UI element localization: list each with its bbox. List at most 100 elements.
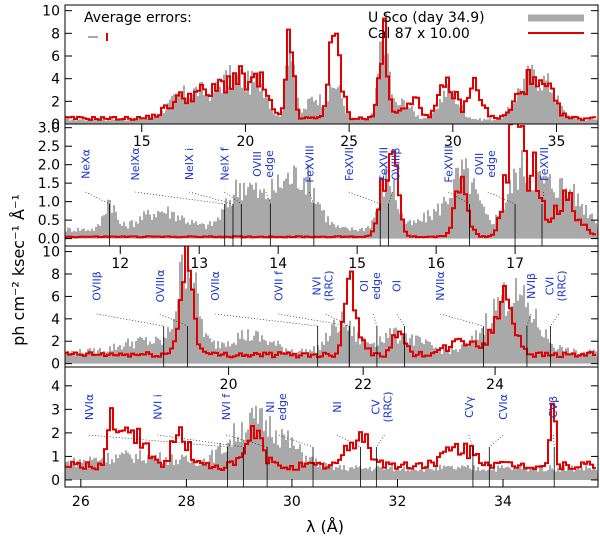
panel-1-line-label-0-row-0: NeXα: [79, 149, 92, 179]
panel-3-frame: [64, 366, 599, 488]
panel-2-line-leader-9: [550, 313, 559, 327]
panel-1-ytick-label-0: 0.0: [38, 232, 60, 248]
panel-3-toptick-label-0: 20: [220, 377, 238, 393]
panel-3-line-label-8: CVβ: [547, 396, 560, 418]
panel-2-toptick-label-3: 15: [348, 256, 366, 272]
panel-1-line-label-5: FeXVIII: [303, 145, 316, 182]
panel-1-line-label-1-row-0: NeIXα: [129, 147, 142, 180]
panel-3: NVIα NVI i NVI f NIedge NI CV(RRC) CVγ CVIα CVβ0…: [51, 366, 599, 510]
panel-3-line-label-7: CVIα: [497, 394, 510, 420]
panel-1-line-label-6-row-0: FeXVII: [343, 147, 356, 181]
panel-0-gray-spectrum: [65, 13, 598, 124]
panel-3-ytick-label-0: 0: [51, 473, 60, 489]
panel-3-line-label-7-row-0: CVIα: [497, 394, 510, 420]
panel-2-line-label-7: NVIIα: [434, 271, 447, 301]
panel-2-line-leader-1: [159, 313, 188, 327]
panel-1-line-label-5-row-0: FeXVIII: [303, 145, 316, 182]
panel-1-line-label-9-row-0: OVII: [473, 153, 486, 175]
panel-3-ytick-label-3: 3: [51, 402, 60, 418]
panel-0-plot: [65, 13, 598, 124]
panel-2-line-label-6-row-0: OI: [391, 280, 404, 292]
panel-1-line-label-7-row-0: FeXVII: [377, 147, 390, 181]
panel-3-line-label-0-row-0: NVIα: [83, 394, 96, 420]
panel-1-gray-spectrum: [65, 149, 598, 239]
panel-3-red-spectrum: [65, 402, 596, 471]
panel-3-toptick-label-1: 22: [354, 377, 372, 393]
panel-0-ytick-label-0: 0: [51, 117, 60, 133]
panel-0-ytick-label-4: 8: [51, 26, 60, 42]
panel-0-ytick-label-3: 6: [51, 49, 60, 65]
panel-2-toptick-label-1: 13: [190, 256, 208, 272]
panel-1-line-leader-7: [388, 191, 393, 205]
x-axis-label: λ (Å): [306, 517, 344, 536]
panel-1-line-leader-8: [448, 191, 470, 205]
panel-2-line-leader-2: [215, 313, 318, 327]
panel-3-line-leader-8: [552, 434, 555, 448]
panel-2-line-label-7-row-0: NVIIα: [434, 271, 447, 301]
panel-1-line-leader-5: [309, 191, 315, 205]
panel-1-ytick-label-1: 0.5: [38, 213, 60, 229]
panel-3-line-leader-7: [489, 434, 504, 448]
panel-3-xtick-label-2: 30: [283, 494, 301, 510]
panel-1-plot: [65, 124, 598, 239]
panel-0-ytick-label-2: 4: [51, 72, 60, 88]
panel-3-ytick-label-4: 4: [51, 379, 60, 395]
panel-1-ytick-label-5: 2.5: [38, 139, 60, 155]
panel-3-line-label-1: NVI i: [151, 394, 164, 420]
panel-1-line-label-10: FeXVII: [538, 147, 551, 181]
panel-1-line-label-4-row-0: OVIII: [251, 151, 264, 177]
panel-2-toptick-label-0: 12: [111, 256, 129, 272]
y-axis-label: ph cm⁻² ksec⁻¹ Å⁻¹: [9, 194, 28, 346]
panel-2-line-label-5-row-0: OI: [358, 280, 371, 292]
panel-1-line-leader-1: [135, 191, 225, 205]
panel-2-ytick-label-3: 6: [51, 289, 60, 305]
panel-1-line-label-7-row-1: OVIIIβ: [389, 148, 402, 181]
panel-3-line-label-1-row-0: NVI i: [151, 394, 164, 420]
panel-3-line-label-2: NVI f: [220, 393, 233, 420]
panel-1-line-leader-9: [487, 191, 516, 205]
panel-1-red-spectrum: [65, 124, 596, 239]
panel-3-plot: [65, 402, 598, 480]
panel-1-line-label-2-row-0: NeIX i: [183, 148, 196, 180]
panel-3-ytick-label-1: 1: [51, 449, 60, 465]
panel-2-line-leader-5: [372, 313, 378, 327]
panel-3-line-label-5-row-0: CV: [369, 399, 382, 415]
panel-2-line-label-3: OVII f: [272, 270, 285, 301]
panel-1-ytick-label-3: 1.5: [38, 176, 60, 192]
panel-3-xtick-label-4: 34: [494, 494, 512, 510]
panel-2-ytick-label-1: 2: [51, 334, 60, 350]
legend-series-1-label: Cal 87 x 10.00: [368, 26, 470, 42]
panel-1-line-leader-0: [85, 191, 110, 205]
panel-2-line-leader-0: [96, 313, 164, 327]
panel-2-ytick-label-5: 10: [42, 245, 60, 261]
panel-0-red-spectrum: [65, 17, 596, 121]
panel-2-line-label-9-row-1: (RRC): [556, 270, 569, 301]
panel-1-toptick-label-4: 35: [548, 134, 566, 150]
panel-2-line-label-5-row-1: edge: [370, 272, 383, 300]
panel-2-line-label-8: NVIβ: [525, 273, 538, 299]
panel-3-line-leader-6: [468, 434, 474, 448]
panel-3-ytick-label-2: 2: [51, 426, 60, 442]
panel-2-line-label-5: OIedge: [358, 272, 383, 300]
panel-2-toptick-label-5: 17: [506, 256, 524, 272]
panel-2-line-label-4: NVI(RRC): [311, 270, 336, 301]
panel-3-line-label-5: CV(RRC): [369, 391, 394, 422]
legend-average-errors: Average errors:: [84, 10, 192, 26]
panel-0-ytick-label-5: 10: [42, 4, 60, 20]
panel-1-line-leader-3: [224, 191, 242, 205]
panel-2-toptick-label-4: 16: [427, 256, 445, 272]
panel-1-toptick-label-0: 15: [133, 134, 151, 150]
panel-3-line-label-0: NVIα: [83, 394, 96, 420]
legend-series-0-label: U Sco (day 34.9): [368, 10, 485, 26]
panel-1: NeXα NeIXα NeIX i NeIX f OVIII edge FeXVIII FeX…: [38, 121, 599, 248]
panel-1-line-label-9-row-1: edge: [485, 150, 498, 178]
panel-1-line-label-2: NeIX i: [183, 148, 196, 180]
panel-1-line-label-3: NeIX f: [218, 146, 231, 180]
panel-1-toptick-label-2: 25: [340, 134, 358, 150]
panel-2-line-label-3-row-0: OVII f: [272, 270, 285, 301]
panel-2-line-label-4-row-1: (RRC): [323, 270, 336, 301]
panel-2-plot: [65, 246, 598, 364]
panel-1-ytick-label-4: 2.0: [38, 158, 60, 174]
